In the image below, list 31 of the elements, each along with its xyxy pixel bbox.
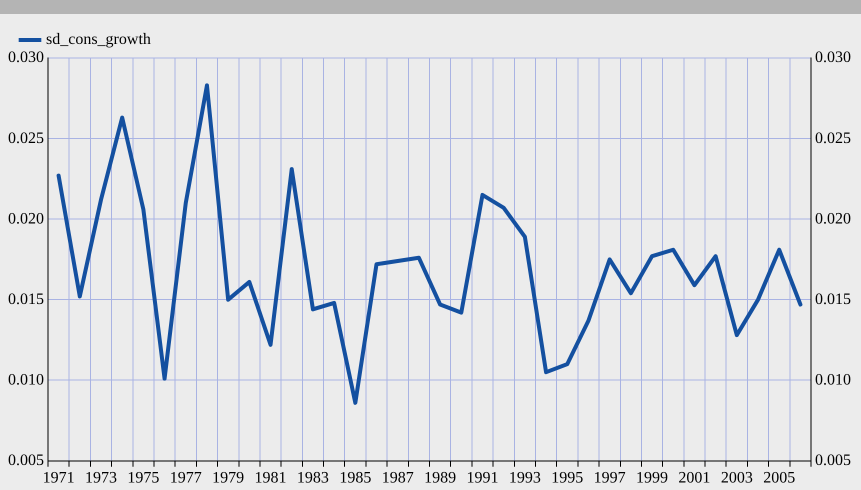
x-tick-label: 1991	[466, 470, 498, 487]
x-tick-label: 1985	[339, 470, 372, 487]
y-tick-label: 0.020	[8, 210, 44, 228]
x-tick-label: 1999	[636, 470, 668, 487]
x-tick-label: 1993	[508, 470, 541, 487]
x-tick-label: 2003	[720, 470, 753, 487]
legend-label: sd_cons_growth	[46, 31, 151, 48]
y2-tick-label: 0.020	[815, 210, 851, 228]
x-tick-label: 1975	[127, 470, 160, 487]
y-tick-label: 0.025	[8, 130, 44, 147]
x-tick-label: 2001	[678, 470, 710, 487]
y-tick-label: 0.010	[8, 371, 44, 388]
y-tick-label: 0.030	[8, 49, 44, 66]
x-tick-label: 1973	[84, 470, 117, 487]
x-tick-label: 1987	[382, 470, 414, 487]
y-tick-label: 0.015	[8, 290, 44, 308]
y2-tick-label: 0.030	[815, 49, 851, 66]
y2-tick-label: 0.005	[815, 452, 851, 470]
y-tick-label: 0.005	[8, 452, 44, 470]
x-tick-label: 1989	[424, 470, 456, 487]
y2-tick-label: 0.010	[815, 371, 851, 388]
x-tick-label: 1971	[42, 470, 75, 487]
x-tick-label: 1995	[551, 470, 584, 487]
x-tick-label: 1979	[212, 470, 244, 487]
y2-tick-label: 0.015	[815, 290, 851, 308]
x-tick-label: 1981	[254, 470, 287, 487]
x-tick-label: 1997	[594, 470, 626, 487]
x-tick-label: 1977	[170, 470, 202, 487]
y2-tick-label: 0.025	[815, 130, 851, 147]
x-tick-label: 1983	[296, 470, 329, 487]
x-tick-label: 2005	[763, 470, 796, 487]
